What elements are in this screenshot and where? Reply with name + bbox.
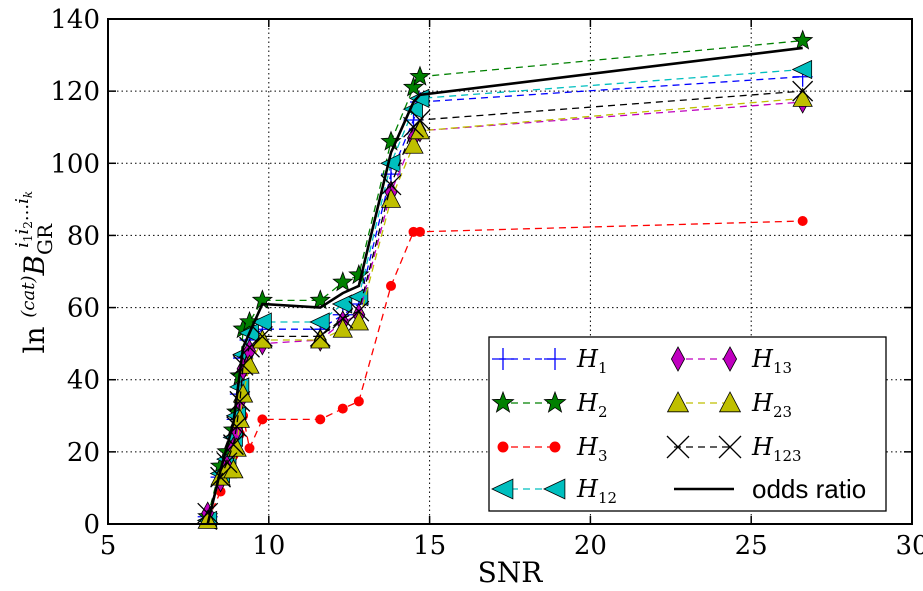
data-point — [348, 263, 370, 285]
axis-ticks: 5 10 15 20 25 30 0 20 40 60 80 100 120 140 — [50, 5, 923, 561]
data-point — [409, 119, 431, 140]
data-point — [409, 65, 431, 86]
data-point — [332, 307, 354, 329]
data-point — [491, 390, 515, 413]
series-line — [206, 46, 803, 525]
data-point — [491, 478, 514, 500]
legend-entry: H1 — [492, 345, 607, 377]
data-point — [251, 312, 272, 332]
data-point — [353, 396, 364, 407]
data-point — [543, 478, 566, 500]
x-tick-label: 20 — [574, 531, 607, 561]
y-tick-label: 0 — [83, 510, 100, 540]
data-point — [315, 414, 326, 425]
legend-entry: H123 — [666, 433, 802, 465]
y-tick-label: 100 — [50, 149, 100, 179]
x-tick-label: 30 — [895, 531, 923, 561]
x-tick-label: 10 — [252, 531, 285, 561]
data-point — [309, 325, 331, 347]
data-point — [210, 466, 232, 488]
data-point — [348, 300, 370, 322]
legend-label: H3 — [576, 433, 607, 465]
data-point — [244, 443, 255, 454]
data-point — [229, 390, 251, 412]
x-tick-label: 25 — [735, 531, 768, 561]
legend-label: H123 — [751, 433, 802, 465]
series-line — [207, 90, 803, 514]
data-point — [402, 76, 425, 97]
data-point — [409, 109, 431, 131]
legend-entry: H13 — [670, 345, 792, 377]
data-point — [197, 502, 219, 524]
y-tick-label: 40 — [67, 366, 100, 396]
y-tick-label: 20 — [67, 438, 100, 468]
series-H123 — [197, 80, 814, 524]
series-line — [207, 97, 803, 521]
data-point — [544, 348, 566, 370]
data-point — [310, 329, 331, 349]
series-odds-ratio — [206, 46, 803, 525]
legend-entry: H3 — [497, 433, 607, 465]
data-point — [337, 403, 348, 414]
data-point — [251, 325, 273, 347]
y-axis-label-text: ln (cat)BGRi1i2...ik — [12, 191, 57, 354]
data-point — [309, 312, 330, 332]
x-tick-label: 15 — [413, 531, 446, 561]
data-point — [791, 59, 813, 80]
legend-entry: H12 — [491, 475, 617, 507]
data-point — [792, 80, 814, 102]
x-axis-label: SNR — [478, 556, 544, 589]
data-point — [232, 354, 254, 376]
legend-label: H2 — [576, 389, 607, 421]
legend-entry: H2 — [491, 389, 607, 421]
y-tick-label: 120 — [50, 77, 100, 107]
data-point — [792, 87, 813, 107]
data-point — [332, 318, 353, 338]
legend-entry: odds ratio — [674, 474, 866, 504]
data-point — [722, 346, 738, 372]
y-axis-label: ln (cat)BGRi1i2...ik — [12, 191, 57, 354]
data-point — [386, 280, 397, 291]
legend-label: H1 — [576, 345, 607, 377]
series-line — [207, 101, 803, 514]
data-point — [492, 348, 514, 370]
data-point — [257, 414, 268, 425]
data-point — [414, 226, 425, 237]
data-point — [309, 289, 331, 310]
data-point — [666, 391, 690, 413]
y-tick-label: 140 — [50, 5, 100, 35]
legend-label: H23 — [751, 389, 792, 421]
legend-entry: H23 — [666, 389, 792, 421]
data-point — [380, 188, 402, 208]
data-point — [797, 216, 808, 226]
legend-label: H12 — [576, 475, 617, 507]
data-point — [497, 441, 509, 453]
x-tick-label: 5 — [100, 531, 117, 561]
y-tick-label: 60 — [67, 294, 100, 324]
legend: H1 H2 H3 H12 H13 H23 H123 odds ratio — [488, 336, 887, 512]
data-point — [666, 435, 690, 459]
data-point — [549, 441, 561, 453]
data-point — [348, 311, 370, 331]
y-tick-label: 80 — [67, 221, 100, 251]
series-layer — [196, 29, 814, 531]
legend-label: H13 — [751, 345, 792, 377]
data-point — [403, 134, 424, 154]
plot-frame — [107, 18, 913, 525]
data-point — [670, 346, 686, 372]
data-point — [718, 391, 742, 413]
data-point — [332, 271, 354, 292]
data-point — [718, 435, 742, 459]
legend-label: odds ratio — [752, 474, 866, 504]
data-point — [792, 29, 814, 50]
data-point — [543, 390, 567, 413]
series-line — [207, 39, 803, 517]
